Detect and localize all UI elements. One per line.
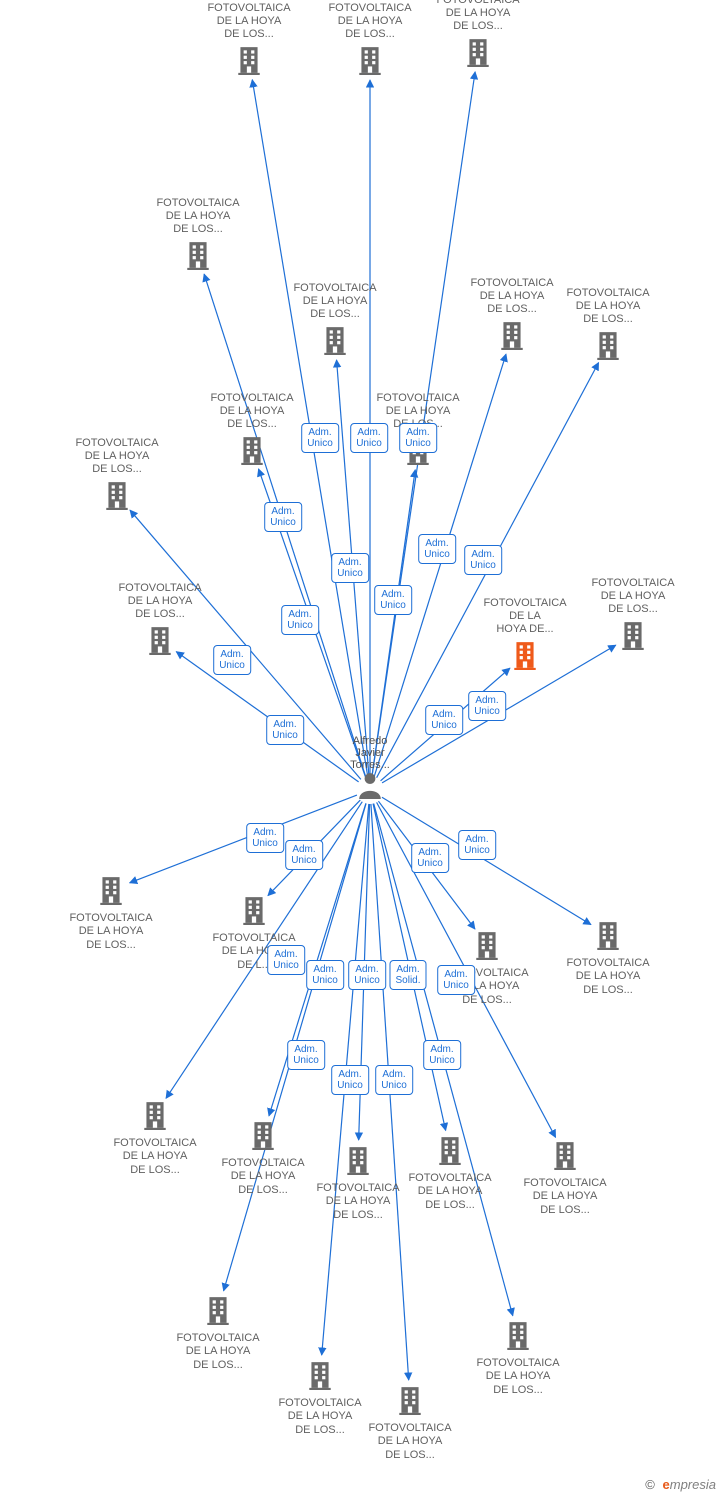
edge-label: Adm. Unico [423, 1040, 461, 1070]
edge-label: Adm. Unico [287, 1040, 325, 1070]
edge-label: Adm. Unico [374, 585, 412, 615]
edge-label: Adm. Unico [399, 423, 437, 453]
edge-label: Adm. Unico [350, 423, 388, 453]
center-person-label: Alfredo Javier Torres... [340, 735, 400, 771]
brand-logo: empresia [663, 1477, 716, 1492]
edge-label: Adm. Unico [285, 840, 323, 870]
edge-label: Adm. Unico [375, 1065, 413, 1095]
edge-label: Adm. Unico [411, 843, 449, 873]
edge-label: Adm. Unico [213, 645, 251, 675]
edge-label: Adm. Unico [331, 1065, 369, 1095]
edge-label: Adm. Unico [425, 705, 463, 735]
person-icon [357, 771, 383, 799]
copyright-symbol: © [645, 1477, 655, 1492]
edge-label: Adm. Unico [267, 945, 305, 975]
edge-label: Adm. Unico [264, 502, 302, 532]
edge-label: Adm. Unico [331, 553, 369, 583]
edge-label: Adm. Unico [246, 823, 284, 853]
footer-branding: © empresia [645, 1477, 716, 1492]
edge-label: Adm. Unico [266, 715, 304, 745]
edge-label: Adm. Unico [418, 534, 456, 564]
edge-label: Adm. Unico [281, 605, 319, 635]
edge-label: Adm. Unico [458, 830, 496, 860]
edge-label: Adm. Unico [464, 545, 502, 575]
edge-label: Adm. Solid. [389, 960, 426, 990]
edge-label: Adm. Unico [348, 960, 386, 990]
edge-label: Adm. Unico [301, 423, 339, 453]
edge-label: Adm. Unico [468, 691, 506, 721]
edge-line [372, 470, 415, 776]
edge-label: Adm. Unico [437, 965, 475, 995]
edge-label: Adm. Unico [306, 960, 344, 990]
center-person-node[interactable]: Alfredo Javier Torres... [340, 735, 400, 802]
